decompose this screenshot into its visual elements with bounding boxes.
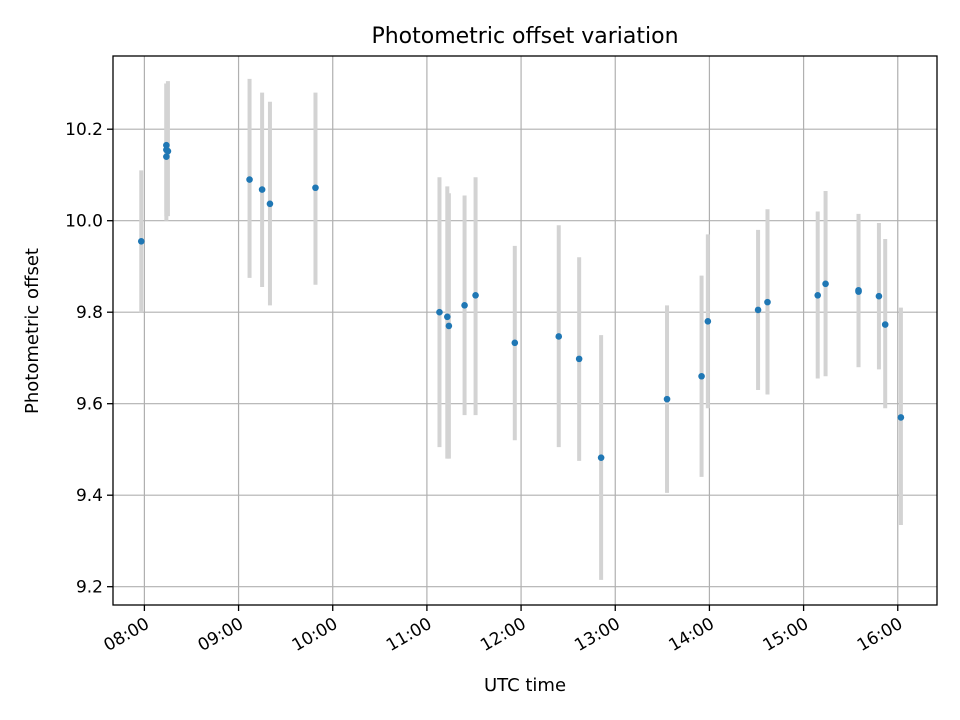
- x-tick-label: 13:00: [571, 614, 623, 656]
- data-point: [266, 200, 274, 208]
- x-tick-label: 10:00: [289, 614, 341, 656]
- data-point: [436, 308, 443, 316]
- data-point: [855, 286, 862, 294]
- data-point: [258, 186, 266, 193]
- data-point: [754, 306, 762, 314]
- y-tick-label: 10.0: [65, 212, 103, 232]
- data-point: [698, 372, 705, 380]
- x-tick-label: 16:00: [854, 614, 906, 656]
- x-tick-label: 11:00: [383, 614, 435, 656]
- data-point: [881, 321, 889, 328]
- chart-title: Photometric offset variation: [371, 24, 678, 49]
- tick-layer: 08:00 09:00 10:00 11:00 12:00 13:00 14:00 15:00…: [65, 120, 906, 656]
- data-point: [445, 322, 453, 330]
- data-point: [164, 147, 172, 155]
- data-point: [555, 333, 563, 340]
- data-point: [814, 291, 822, 299]
- y-tick-label: 9.6: [76, 395, 103, 415]
- x-tick-label: 08:00: [100, 614, 152, 656]
- data-point: [312, 184, 319, 192]
- data-point: [137, 237, 145, 245]
- data-point: [704, 318, 712, 325]
- data-point: [163, 141, 170, 149]
- plot-frame: [112, 55, 938, 606]
- x-tick-label: 09:00: [195, 614, 247, 656]
- data-point-layer: [137, 141, 905, 461]
- y-tick-label: 10.2: [65, 120, 103, 140]
- data-point: [511, 339, 519, 347]
- data-point: [897, 414, 905, 421]
- data-point: [163, 153, 170, 160]
- data-point: [461, 302, 468, 309]
- y-tick-label: 9.2: [76, 578, 103, 598]
- data-point: [597, 454, 605, 461]
- data-point: [663, 395, 671, 403]
- data-point: [444, 313, 451, 321]
- data-point: [246, 176, 253, 183]
- grid-layer: [113, 56, 937, 605]
- data-point: [875, 292, 883, 300]
- x-tick-label: 12:00: [477, 614, 529, 656]
- data-point: [822, 280, 829, 288]
- y-axis-label: Photometric offset: [22, 248, 43, 414]
- data-point: [575, 355, 583, 363]
- data-point: [472, 291, 479, 299]
- x-tick-label: 15:00: [760, 614, 812, 656]
- data-point: [764, 298, 771, 306]
- x-axis-label: UTC time: [484, 675, 566, 696]
- y-tick-label: 9.8: [76, 303, 103, 323]
- x-tick-label: 14:00: [665, 614, 717, 656]
- y-tick-label: 9.4: [76, 486, 103, 506]
